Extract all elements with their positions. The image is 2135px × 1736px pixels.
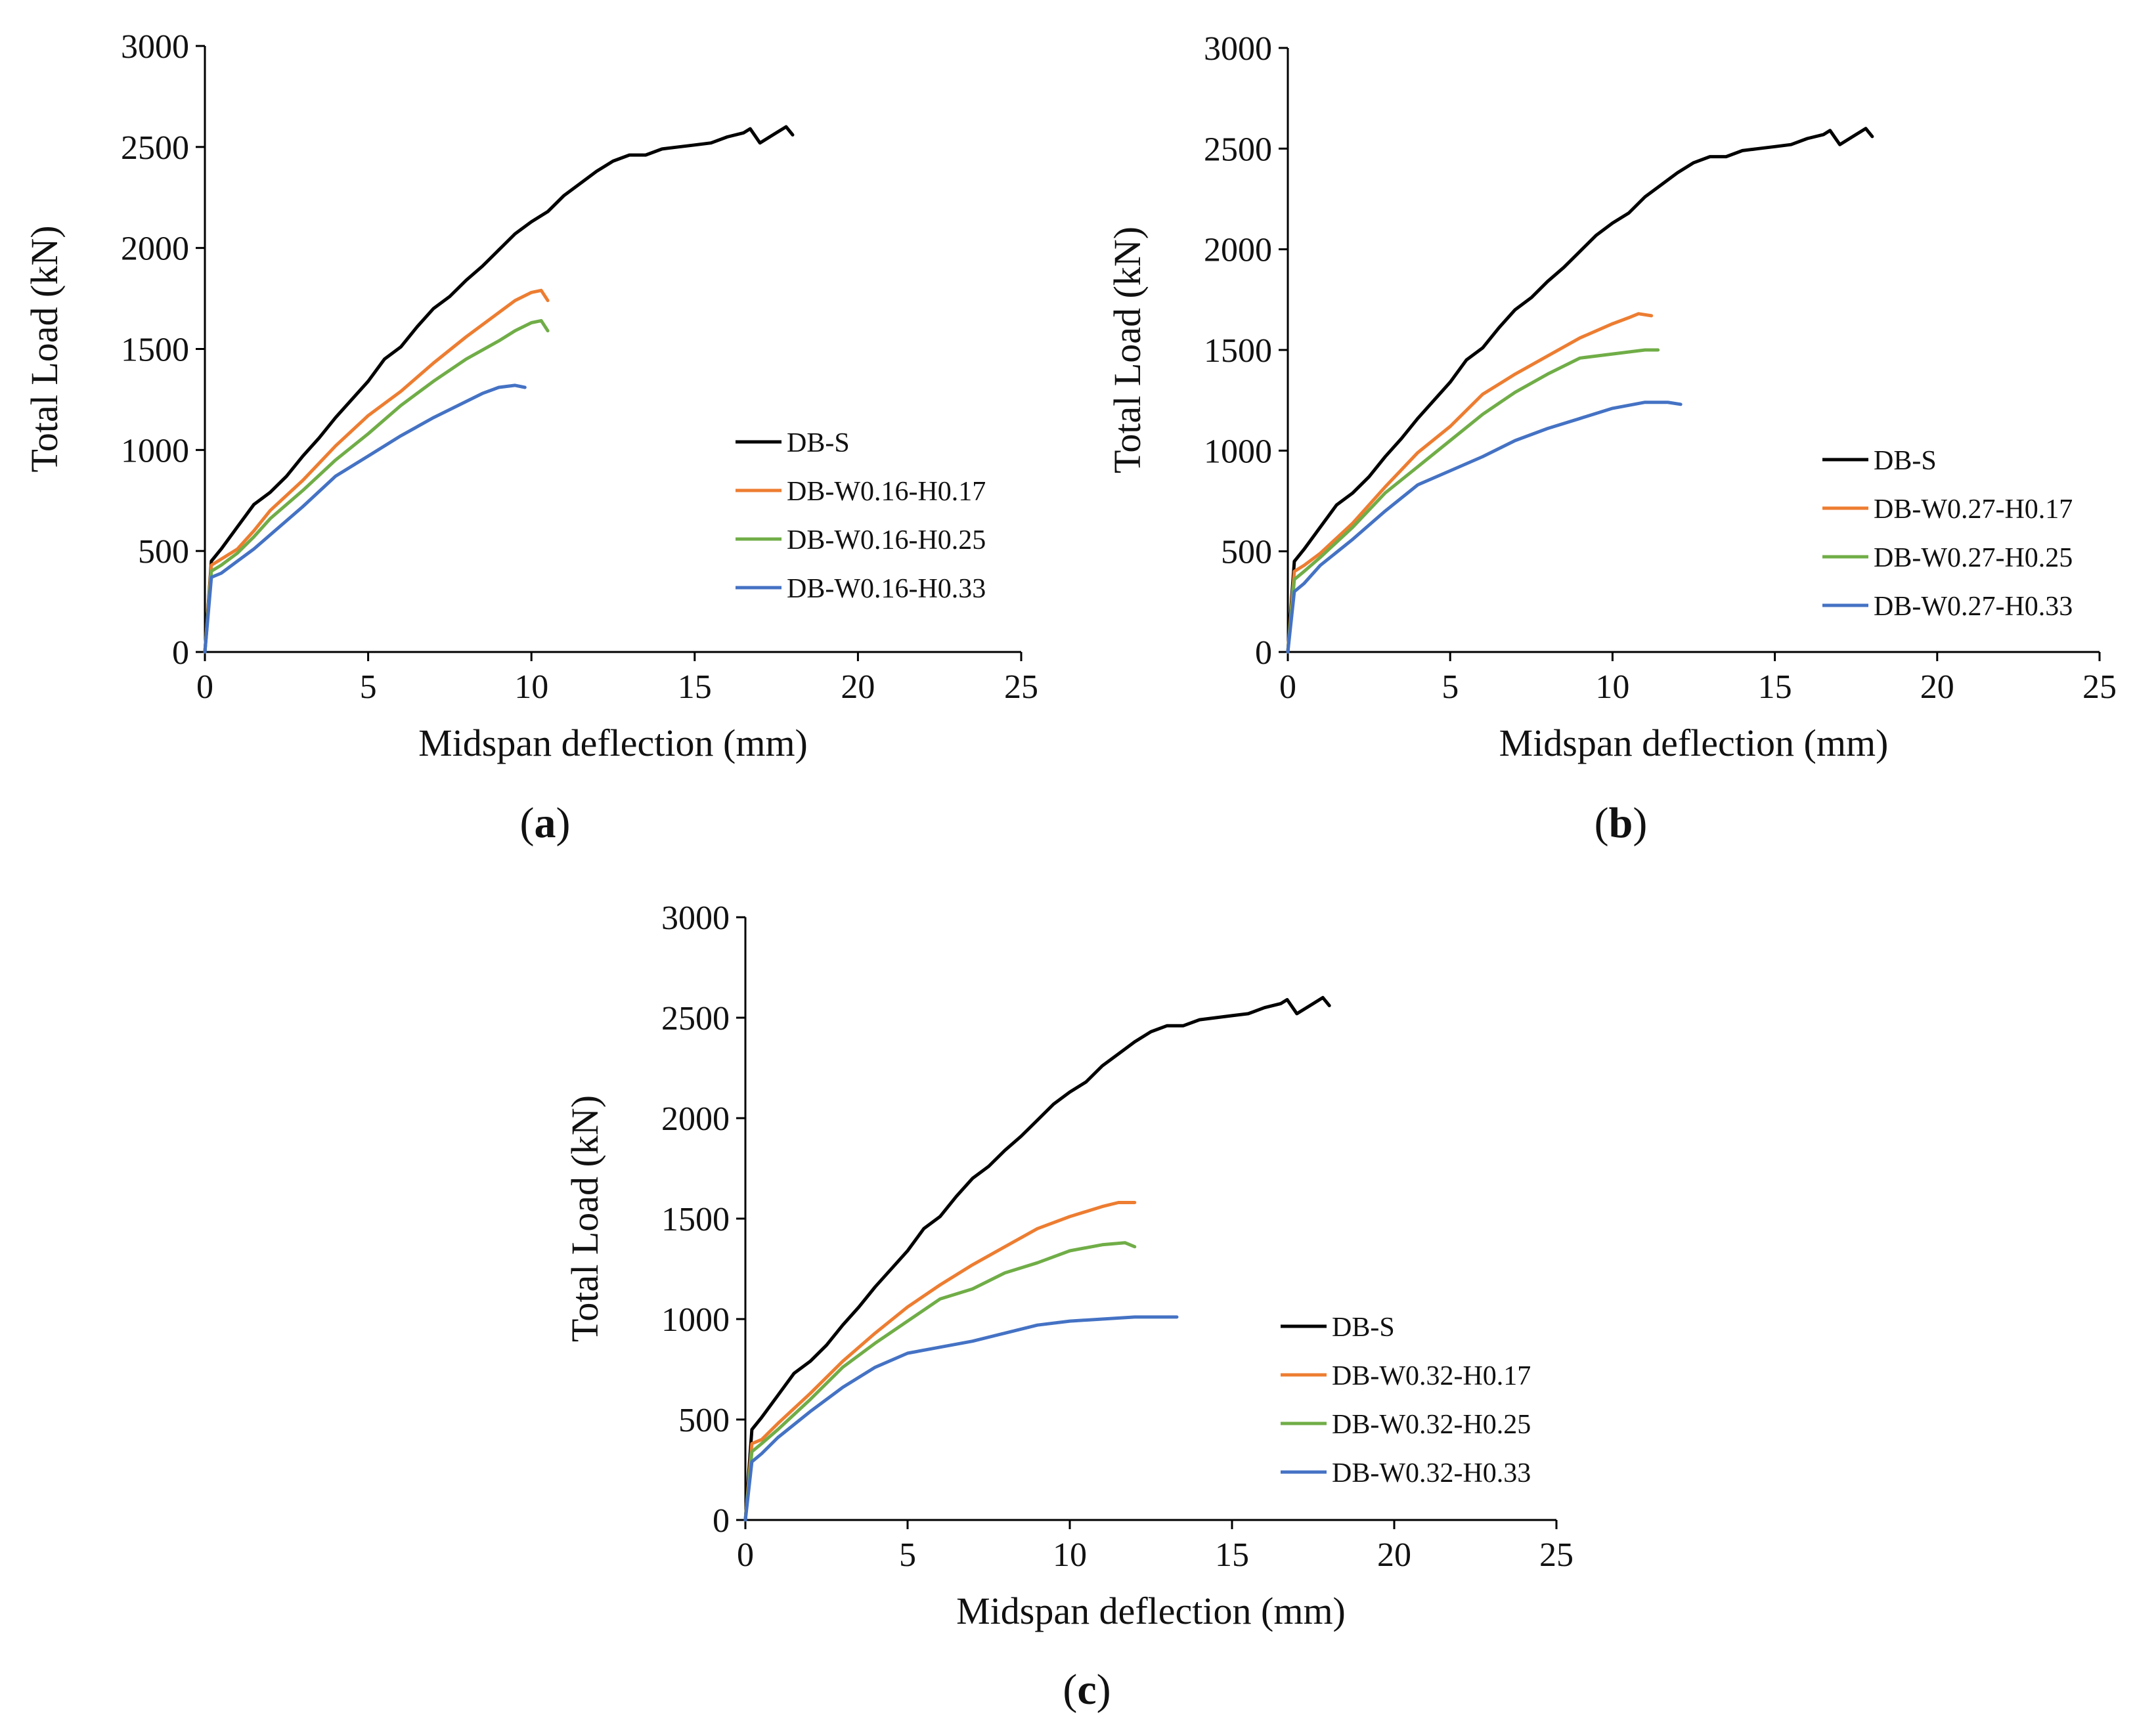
chart-panel-a: 0 500 1000 1500 2000 2500 3000 0 5 10 15 20 25 Midspa… xyxy=(23,28,1038,847)
legend-label: DB-W0.16-H0.17 xyxy=(787,477,986,507)
series-line-db-w0-16-h0-17 xyxy=(203,288,550,654)
series-line-db-w0-32-h0-25 xyxy=(743,1241,1137,1522)
legend-label: DB-W0.32-H0.33 xyxy=(1332,1458,1531,1488)
x-tick-label: 15 xyxy=(678,668,712,706)
panel-label-letter: b xyxy=(1609,799,1633,847)
y-tick-label: 1000 xyxy=(661,1301,730,1339)
series-line-db-w0-32-h0-17 xyxy=(743,1201,1137,1522)
series-line-db-w0-27-h0-17 xyxy=(1286,312,1654,654)
x-tick-label: 0 xyxy=(196,668,213,706)
x-tick-label: 5 xyxy=(899,1536,916,1574)
y-tick-label: 2000 xyxy=(661,1100,730,1138)
series-line-db-w0-32-h0-33 xyxy=(743,1315,1179,1522)
series-line-db-s xyxy=(203,125,795,654)
y-tick-label: 1500 xyxy=(661,1201,730,1238)
x-tick-label: 10 xyxy=(1595,668,1629,706)
panel-label-close: ) xyxy=(556,799,571,847)
y-tick-label: 500 xyxy=(678,1402,730,1439)
x-tick-label: 25 xyxy=(1004,668,1038,706)
panel-label-close: ) xyxy=(1097,1666,1111,1714)
series-line-db-s xyxy=(1286,127,1874,654)
x-tick-label: 5 xyxy=(360,668,377,706)
panel-label-letter: c xyxy=(1077,1666,1096,1714)
chart-panel-c: 0 500 1000 1500 2000 2500 3000 0 5 10 15 20 25 Midspa… xyxy=(563,900,1574,1714)
x-tick-label: 15 xyxy=(1758,668,1792,706)
y-tick-label: 1000 xyxy=(1204,433,1272,470)
panel-label-open: ( xyxy=(1063,1666,1077,1714)
legend-label: DB-W0.27-H0.25 xyxy=(1874,543,2073,573)
y-tick-label: 500 xyxy=(138,533,189,571)
y-tick-label: 500 xyxy=(1221,534,1272,571)
x-tick-label: 10 xyxy=(514,668,548,706)
panel-label-open: ( xyxy=(520,799,535,847)
legend-label: DB-W0.27-H0.17 xyxy=(1874,494,2073,525)
x-tick-label: 0 xyxy=(737,1536,754,1574)
x-tick-label: 25 xyxy=(1539,1536,1574,1574)
y-tick-label: 0 xyxy=(713,1502,730,1540)
y-tick-label: 2500 xyxy=(121,129,189,167)
series-line-db-w0-16-h0-33 xyxy=(203,383,527,654)
y-tick-label: 0 xyxy=(172,634,189,672)
series-line-db-w0-16-h0-25 xyxy=(203,318,550,654)
y-tick-label: 1500 xyxy=(1204,332,1272,370)
y-axis-title: Total Load (kN) xyxy=(1106,227,1149,473)
legend-label: DB-W0.16-H0.33 xyxy=(787,574,986,604)
y-tick-label: 3000 xyxy=(661,900,730,937)
panel-label: (a) xyxy=(520,799,571,847)
series-line-db-s xyxy=(743,995,1331,1522)
legend-label: DB-S xyxy=(1332,1313,1395,1343)
legend-label: DB-W0.16-H0.25 xyxy=(787,525,986,555)
legend-label: DB-S xyxy=(787,428,850,458)
y-tick-label: 1500 xyxy=(121,332,189,369)
y-tick-label: 1000 xyxy=(121,432,189,469)
y-tick-label: 0 xyxy=(1255,634,1272,672)
x-tick-label: 20 xyxy=(1377,1536,1411,1574)
legend-label: DB-W0.32-H0.25 xyxy=(1332,1410,1531,1440)
series-line-db-w0-27-h0-25 xyxy=(1286,348,1660,654)
panel-label: (c) xyxy=(1063,1666,1111,1714)
x-tick-label: 10 xyxy=(1053,1536,1087,1574)
legend-label: DB-W0.32-H0.17 xyxy=(1332,1361,1531,1391)
y-axis-title: Total Load (kN) xyxy=(23,225,66,472)
series-line-db-w0-27-h0-33 xyxy=(1286,401,1683,654)
y-tick-label: 2500 xyxy=(1204,131,1272,168)
x-axis-title: Midspan deflection (mm) xyxy=(956,1590,1346,1632)
legend-label: DB-W0.27-H0.33 xyxy=(1874,592,2073,622)
panel-label: (b) xyxy=(1595,799,1648,847)
y-tick-label: 3000 xyxy=(1204,30,1272,68)
chart-panel-b: 0 500 1000 1500 2000 2500 3000 0 5 10 15 20 25 Midspa… xyxy=(1106,30,2117,847)
x-tick-label: 0 xyxy=(1279,668,1296,706)
y-axis-title: Total Load (kN) xyxy=(563,1095,606,1342)
y-tick-label: 2000 xyxy=(121,230,189,268)
legend-label: DB-S xyxy=(1874,446,1937,476)
x-tick-label: 20 xyxy=(1920,668,1954,706)
y-tick-label: 2000 xyxy=(1204,232,1272,269)
x-axis-title: Midspan deflection (mm) xyxy=(418,722,808,764)
x-tick-label: 20 xyxy=(841,668,875,706)
x-tick-label: 5 xyxy=(1442,668,1459,706)
x-tick-label: 15 xyxy=(1215,1536,1249,1574)
y-tick-label: 3000 xyxy=(121,28,189,66)
panel-label-close: ) xyxy=(1633,799,1647,847)
y-tick-label: 2500 xyxy=(661,1000,730,1037)
x-axis-title: Midspan deflection (mm) xyxy=(1499,722,1889,764)
panel-label-open: ( xyxy=(1595,799,1609,847)
panel-label-letter: a xyxy=(535,799,556,847)
x-tick-label: 25 xyxy=(2082,668,2117,706)
